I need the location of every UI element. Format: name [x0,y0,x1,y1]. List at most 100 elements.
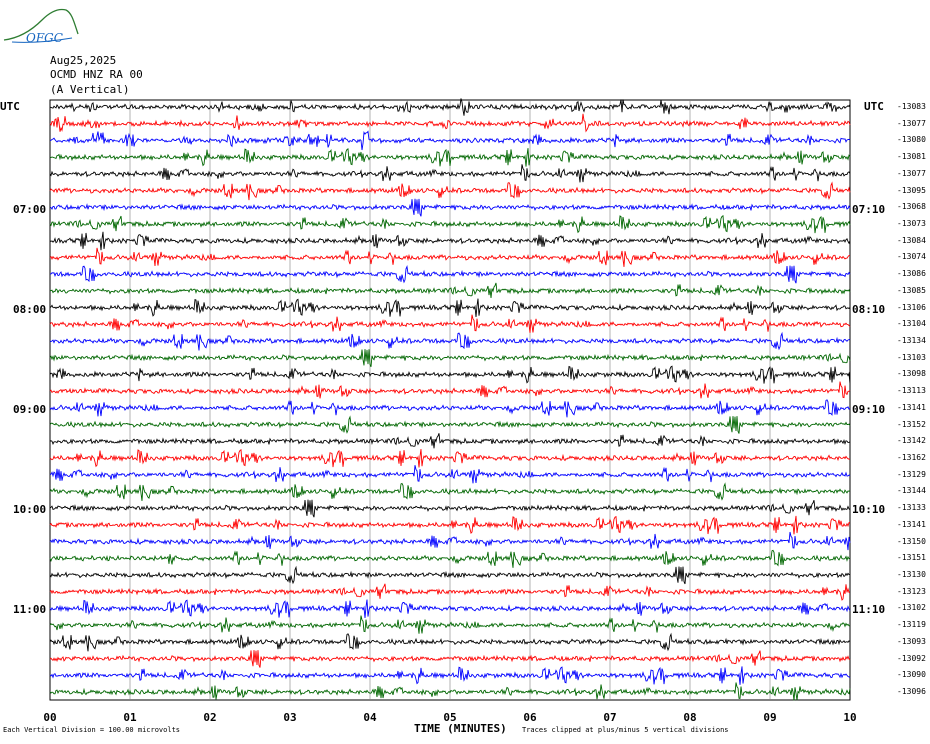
x-tick-label: 05 [443,711,457,724]
trace-offset-value: -13133 [897,503,926,513]
seismic-trace [49,181,851,201]
trace-offset-value: -13068 [897,202,926,212]
seismic-trace [49,399,851,418]
left-time-label: 08:00 [13,303,47,316]
x-tick-label: 02 [203,711,217,724]
trace-offset-value: -13151 [897,553,926,563]
x-tick-label: 10 [843,711,857,724]
seismic-trace [49,515,851,535]
trace-offset-value: -13134 [897,336,926,345]
seismic-trace [49,198,851,217]
seismic-trace [49,215,851,234]
seismic-trace [49,148,851,167]
header-date: Aug25,2025 [50,54,117,67]
x-tick-label: 07 [603,711,617,724]
seismic-trace [49,465,851,484]
seismic-trace [49,314,851,333]
left-time-label: 11:00 [13,603,47,616]
x-tick-label: 08 [683,711,697,724]
seismic-trace [49,565,850,585]
trace-offset-value: -13096 [897,687,926,696]
trace-offset-value: -13092 [897,653,926,663]
trace-offset-value: -13074 [897,252,926,262]
seismic-trace [49,449,851,468]
scale-note: Each Vertical Division = 100.00 microvol… [3,726,181,734]
trace-offset-value: -13083 [897,102,926,111]
right-time-label: 11:10 [852,603,886,616]
trace-offset-value: -13152 [897,419,926,429]
x-axis-label: TIME (MINUTES) [414,722,507,735]
right-time-label: 09:10 [852,403,886,416]
seismic-trace [49,531,851,551]
trace-offset-value: -13144 [897,486,926,496]
seismic-trace [49,365,851,384]
seismic-trace [49,331,851,351]
seismic-trace [49,98,851,116]
right-time-label: 08:10 [852,303,886,316]
trace-offset-value: -13090 [897,670,926,680]
seismic-trace [49,583,851,601]
utc-label-left: UTC [0,100,20,113]
seismic-trace [49,666,851,685]
trace-offset-value: -13106 [897,302,926,312]
seismic-trace [49,433,851,449]
trace-offset-value: -13073 [897,219,926,228]
seismic-trace [49,632,851,652]
seismic-trace [49,682,851,701]
trace-offset-value: -13104 [897,319,926,329]
trace-offset-value: -13119 [897,620,926,630]
seismic-trace [49,247,851,267]
trace-offset-value: -13085 [897,285,926,295]
seismic-trace [49,264,851,284]
x-tick-label: 06 [523,711,537,724]
seismic-trace [49,164,851,183]
header-station: OCMD HNZ RA 00 [50,68,143,81]
trace-offset-value: -13103 [897,352,926,362]
ofgc-logo: OFGC [3,8,79,45]
trace-offset-value: -13123 [897,586,926,596]
seismic-trace [49,113,851,133]
seismic-trace [49,130,851,151]
left-time-label: 07:00 [13,203,47,216]
right-time-label: 07:10 [852,203,886,216]
trace-offset-value: -13084 [897,235,926,245]
left-time-label: 09:00 [13,403,47,416]
trace-offset-value: -13141 [897,519,926,529]
x-tick-label: 01 [123,711,137,724]
seismic-trace [49,650,851,668]
trace-offset-value: -13093 [897,636,926,646]
trace-offset-value: -13141 [897,402,926,412]
trace-offset-value: -13130 [897,570,926,579]
seismic-trace [49,298,851,318]
seismic-trace [49,282,851,298]
trace-offset-value: -13077 [897,118,926,128]
seismic-trace [49,599,851,618]
trace-offset-value: -13086 [897,269,926,279]
trace-offset-value: -13102 [897,603,926,613]
right-time-label: 10:10 [852,503,886,516]
trace-offset-value: -13162 [897,453,926,462]
trace-offset-value: -13142 [897,436,926,446]
trace-offset-value: -13095 [897,185,926,195]
x-tick-label: 03 [283,711,297,724]
trace-offset-value: -13080 [897,135,926,145]
utc-label-right: UTC [864,100,884,113]
clip-note: Traces clipped at plus/minus 5 vertical … [522,726,729,734]
header-component: (A Vertical) [50,83,130,96]
seismic-trace [49,231,851,251]
seismic-trace [49,349,851,367]
trace-offset-value: -13081 [897,152,926,162]
x-tick-label: 09 [763,711,777,724]
left-time-label: 10:00 [13,503,47,516]
logo-text: OFGC [26,31,63,45]
trace-offset-value: -13129 [897,469,926,479]
seismic-trace [49,482,851,501]
trace-offset-value: -13098 [897,369,926,379]
trace-offset-value: -13113 [897,386,926,396]
trace-offset-value: -13077 [897,168,926,178]
seismic-trace [49,549,851,568]
x-tick-label: 04 [363,711,377,724]
trace-offset-value: -13150 [897,536,926,546]
seismic-trace [49,381,851,399]
